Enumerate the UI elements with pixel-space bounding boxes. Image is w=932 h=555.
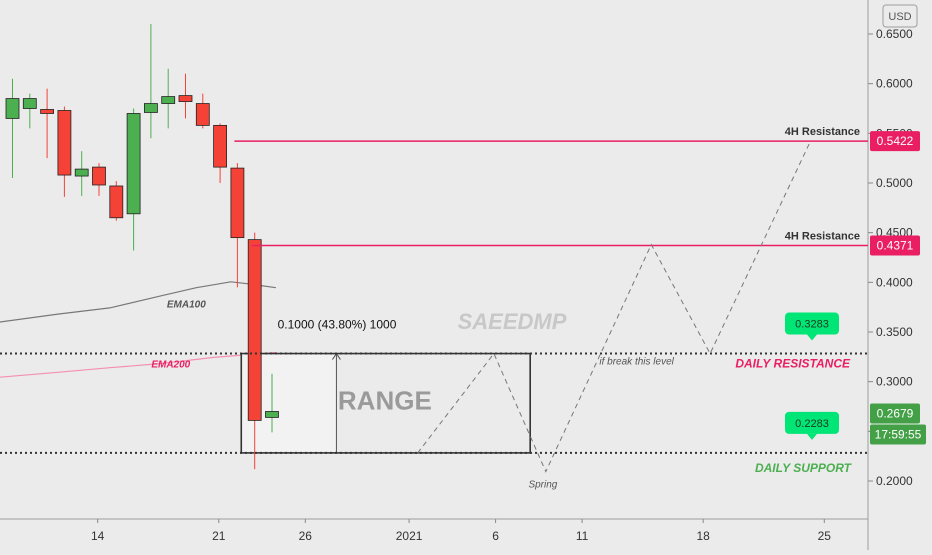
countdown-tag (870, 424, 926, 445)
daily-resistance-label: DAILY RESISTANCE (735, 357, 851, 371)
y-tick-label: 0.4000 (876, 275, 913, 289)
ema-line (0, 351, 276, 378)
x-tick-label: 2021 (396, 529, 423, 543)
daily-support-label: DAILY SUPPORT (755, 461, 853, 475)
x-tick-label: 26 (299, 529, 313, 543)
resistance-price-label: 0.5422 (877, 134, 914, 148)
candle-body (195, 103, 210, 126)
resistance-label: 4H Resistance (785, 230, 860, 242)
resistance-price-tag (870, 131, 920, 152)
candle-body (92, 166, 106, 186)
ema-line (0, 281, 276, 323)
current-price-label: 0.2679 (877, 407, 914, 421)
x-tick-label: 6 (492, 529, 499, 543)
level-callout (785, 411, 839, 434)
currency-label: USD (888, 11, 911, 23)
level-callout-pointer (807, 433, 817, 440)
projection-path (417, 140, 811, 473)
range-label: RANGE (338, 385, 432, 415)
x-tick-label: 14 (91, 529, 105, 543)
x-tick-label: 18 (697, 529, 711, 543)
candle-body (109, 185, 124, 219)
x-tick-label: 21 (212, 529, 226, 543)
currency-box (882, 4, 918, 28)
countdown-label: 17:59:55 (875, 428, 922, 442)
level-callout-value: 0.3283 (795, 319, 829, 331)
candle-body (22, 98, 37, 109)
y-tick-label: 0.2000 (876, 474, 913, 488)
y-tick-label: 0.5000 (876, 176, 913, 190)
level-callout-value: 0.2283 (795, 418, 829, 430)
watermark-text: SAEEDMP (458, 309, 567, 334)
candle-body (126, 113, 141, 215)
y-tick-label: 0.3000 (876, 375, 913, 389)
candle-body (5, 98, 20, 119)
candle-body (74, 168, 89, 177)
candle-body (143, 103, 158, 113)
resistance-price-tag (870, 235, 920, 256)
y-tick-label: 0.3500 (876, 325, 913, 339)
ema-label: EMA200 (151, 359, 190, 370)
candle-body (265, 411, 279, 418)
resistance-price-label: 0.4371 (877, 238, 914, 252)
measure-label: 0.1000 (43.80%) 1000 (278, 317, 397, 331)
candle-body (230, 167, 245, 239)
level-callout (785, 312, 839, 335)
x-tick-label: 25 (818, 529, 832, 543)
x-tick-label: 11 (576, 529, 589, 543)
ema-label: EMA100 (167, 300, 206, 311)
y-tick-label: 0.6500 (876, 27, 913, 41)
candle-body (178, 95, 193, 102)
y-tick-label: 0.6000 (876, 77, 913, 91)
candle-body (161, 96, 176, 104)
current-price-tag (870, 403, 920, 424)
candle-body (247, 239, 262, 421)
spring-annotation: Spring (528, 479, 557, 490)
candle-body (57, 110, 72, 176)
candle-body (40, 109, 54, 114)
resistance-label: 4H Resistance (785, 126, 860, 138)
break-annotation: if break this level (599, 357, 674, 368)
candle-body (213, 124, 228, 168)
level-callout-pointer (807, 334, 817, 341)
